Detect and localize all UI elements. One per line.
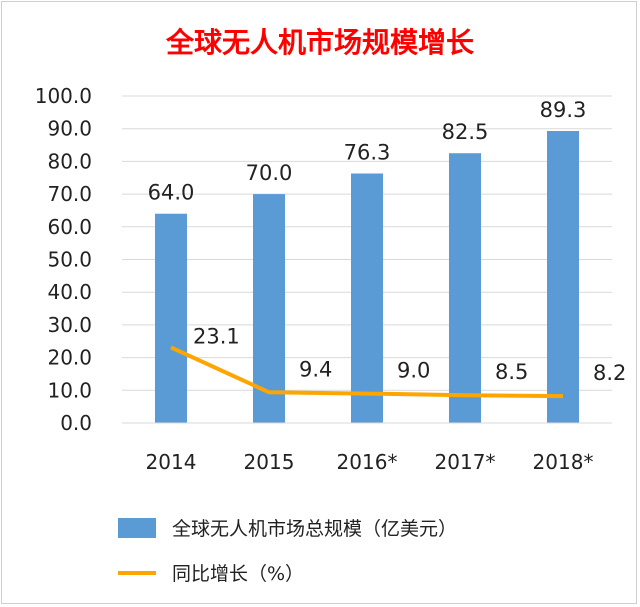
bar-data-label: 89.3 <box>540 98 587 122</box>
axes: 0.0 10.0 20.0 30.0 40.0 50.0 60.0 70.0 80.0 90.0 1… <box>35 84 612 474</box>
gridlines <box>122 95 612 391</box>
bar-data-label: 70.0 <box>246 161 293 185</box>
line-data-label: 8.5 <box>495 360 528 384</box>
bar-data-label: 82.5 <box>442 120 489 144</box>
y-tick-label: 40.0 <box>47 280 92 304</box>
legend-swatch-bar <box>118 518 156 538</box>
line-data-label: 23.1 <box>193 324 240 348</box>
bar <box>547 130 579 423</box>
bar-series <box>155 130 579 423</box>
legend-label-line: 同比增长（%） <box>172 563 304 585</box>
y-tick-label: 50.0 <box>47 248 92 272</box>
legend: 全球无人机市场总规模（亿美元） 同比增长（%） <box>118 518 457 585</box>
y-tick-label: 20.0 <box>47 346 92 370</box>
y-tick-label: 60.0 <box>47 215 92 239</box>
x-tick-label: 2017* <box>435 450 496 474</box>
line-series <box>170 345 564 399</box>
legend-label-bar: 全球无人机市场总规模（亿美元） <box>172 518 457 540</box>
line-data-label: 8.2 <box>593 361 626 385</box>
y-tick-label: 100.0 <box>35 84 92 108</box>
y-tick-label: 0.0 <box>60 411 92 435</box>
bar-data-label: 64.0 <box>148 181 195 205</box>
x-tick-label: 2014 <box>146 450 197 474</box>
x-tick-label: 2016* <box>337 450 398 474</box>
chart-title: 全球无人机市场规模增长 <box>165 26 474 59</box>
data-labels: 64.0 70.0 76.3 82.5 89.3 23.1 9.4 9.0 8.5 8.2 <box>148 98 627 385</box>
y-tick-label: 30.0 <box>47 313 92 337</box>
line-data-label: 9.4 <box>299 357 332 381</box>
y-tick-label: 90.0 <box>47 117 92 141</box>
line-data-label: 9.0 <box>397 359 430 383</box>
bar <box>351 173 383 423</box>
y-tick-label: 10.0 <box>47 378 92 402</box>
bar-data-label: 76.3 <box>344 140 391 164</box>
bar <box>253 194 285 423</box>
bar <box>449 153 481 423</box>
y-tick-label: 80.0 <box>47 149 92 173</box>
x-tick-label: 2015 <box>244 450 295 474</box>
y-tick-label: 70.0 <box>47 182 92 206</box>
bar <box>155 213 187 423</box>
x-tick-label: 2018* <box>533 450 594 474</box>
